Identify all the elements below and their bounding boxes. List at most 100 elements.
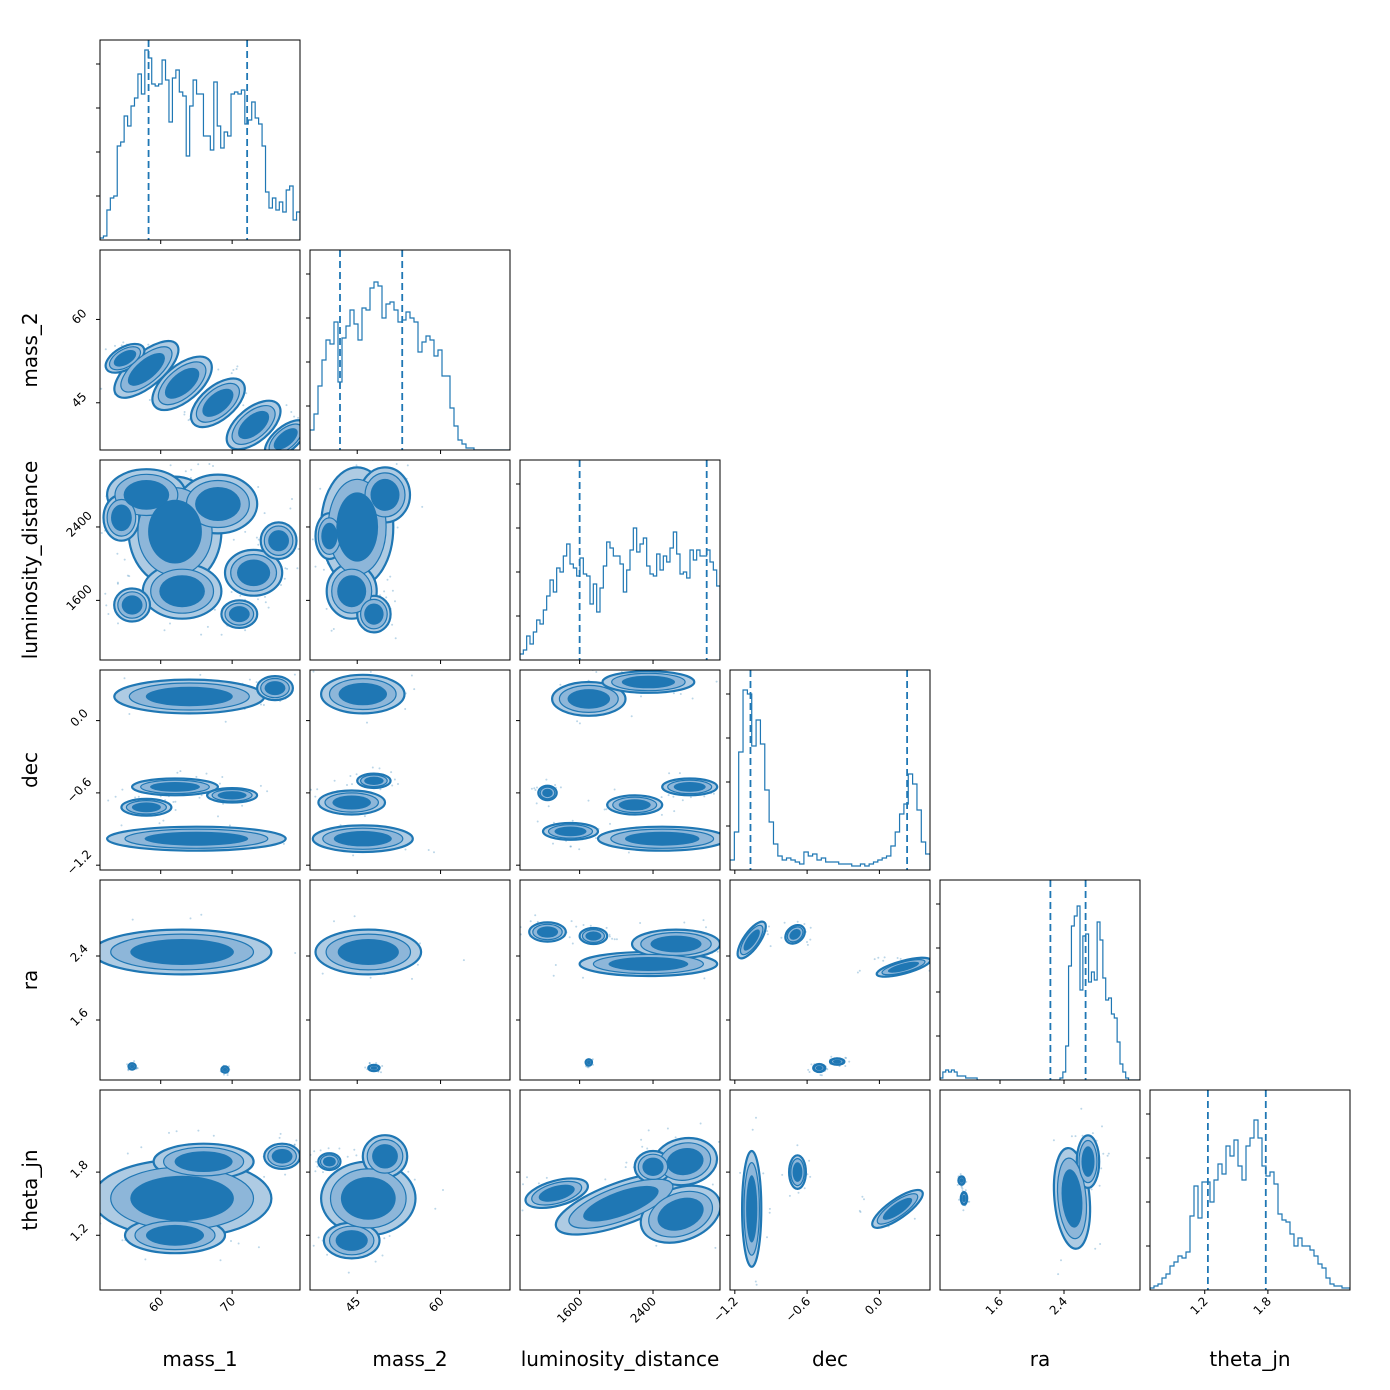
sample-point [404,708,407,710]
x-tick-label: 60 [146,1294,167,1315]
sample-point [416,963,419,966]
sample-point [526,1176,528,1179]
sample-point [242,404,245,407]
density-contour [217,791,247,800]
sample-point [134,796,137,799]
sample-point [333,779,336,782]
sample-point [859,1211,862,1213]
sample-point [808,1159,811,1162]
sample-point [257,486,260,488]
density-contour [538,1184,575,1202]
sample-point [248,678,251,681]
sample-point [239,594,242,597]
sample-point [317,1236,320,1239]
sample-point [222,802,225,805]
sample-point [355,1154,358,1157]
sample-point [768,1211,771,1214]
density-contour [608,957,689,971]
sample-point [351,783,353,786]
sample-point [717,1140,720,1143]
sample-point [1098,1184,1101,1187]
sample-point [582,976,584,979]
axes-frame [519,669,721,871]
sample-point [116,552,119,555]
y-tick-label: −1.2 [64,847,95,878]
sample-point [674,1136,677,1139]
y-tick-label: 1.2 [67,1221,90,1244]
sample-point [768,1207,771,1210]
sample-point [266,790,269,793]
sample-point [899,957,902,960]
contour-panel-ra-vs-mass-2 [306,879,511,1084]
sample-point [257,543,260,546]
sample-point [205,772,208,775]
sample-point [293,1143,296,1146]
sample-point [379,788,382,791]
ylabel-ra: ra [18,970,42,990]
hist-panel-mass-1 [96,39,301,244]
histogram-step [730,689,930,870]
sample-point [624,1166,627,1169]
sample-point [237,1242,240,1245]
sample-point [810,1063,813,1066]
sample-point [960,1186,963,1189]
sample-point [347,1271,350,1274]
sample-point [611,937,614,940]
sample-point [314,1170,317,1173]
x-tick-label: −1.2 [710,1294,741,1325]
sample-point [627,667,629,669]
sample-point [603,808,606,811]
sample-point [962,1209,965,1212]
sample-point [958,1198,960,1201]
sample-point [712,792,715,795]
axes-frame [519,879,721,1081]
sample-point [726,790,728,792]
contour-panel-luminosity-distance-vs-mass-1: 1600 2400 [63,459,301,664]
sample-point [533,787,536,790]
sample-point [858,1209,861,1212]
contour-panel-theta-jn-vs-dec: −1.2 −0.6 0.0 [710,1089,931,1325]
sample-point [104,348,107,351]
plot-area [100,1129,300,1262]
sample-point [179,770,182,773]
sample-point [848,1060,851,1063]
density-contour [146,1224,204,1246]
sample-point [604,1178,607,1181]
sample-point [714,1246,717,1249]
sample-point [413,688,416,691]
xlabel-theta-jn: theta_jn [1209,1347,1290,1371]
density-contour [174,1151,233,1172]
sample-point [293,673,296,676]
sample-point [968,1200,971,1203]
sample-point [896,957,899,959]
sample-point [809,1175,812,1178]
sample-point [796,1144,799,1147]
axes-frame [99,1089,301,1291]
sample-point [702,919,705,922]
sample-point [175,1130,178,1133]
sample-point [609,822,611,825]
sample-point [394,600,396,603]
sample-point [126,1063,129,1066]
sample-point [613,788,616,791]
sample-point [316,1165,319,1168]
sample-point [368,1062,371,1065]
sample-point [349,775,352,777]
density-contour [583,1185,659,1222]
sample-point [304,848,306,850]
sample-point [263,1175,266,1178]
sample-point [689,796,692,799]
sample-point [1060,1259,1062,1262]
density-contour [650,935,702,953]
sample-point [91,533,93,535]
sample-point [726,1215,728,1217]
sample-point [232,369,235,371]
sample-point [559,683,562,686]
sample-point [183,411,186,413]
sample-point [283,577,286,580]
sample-point [721,1195,723,1197]
sample-point [284,1173,287,1176]
y-tick-label: 1.8 [67,1158,90,1181]
sample-point [174,800,177,803]
sample-point [394,452,396,454]
